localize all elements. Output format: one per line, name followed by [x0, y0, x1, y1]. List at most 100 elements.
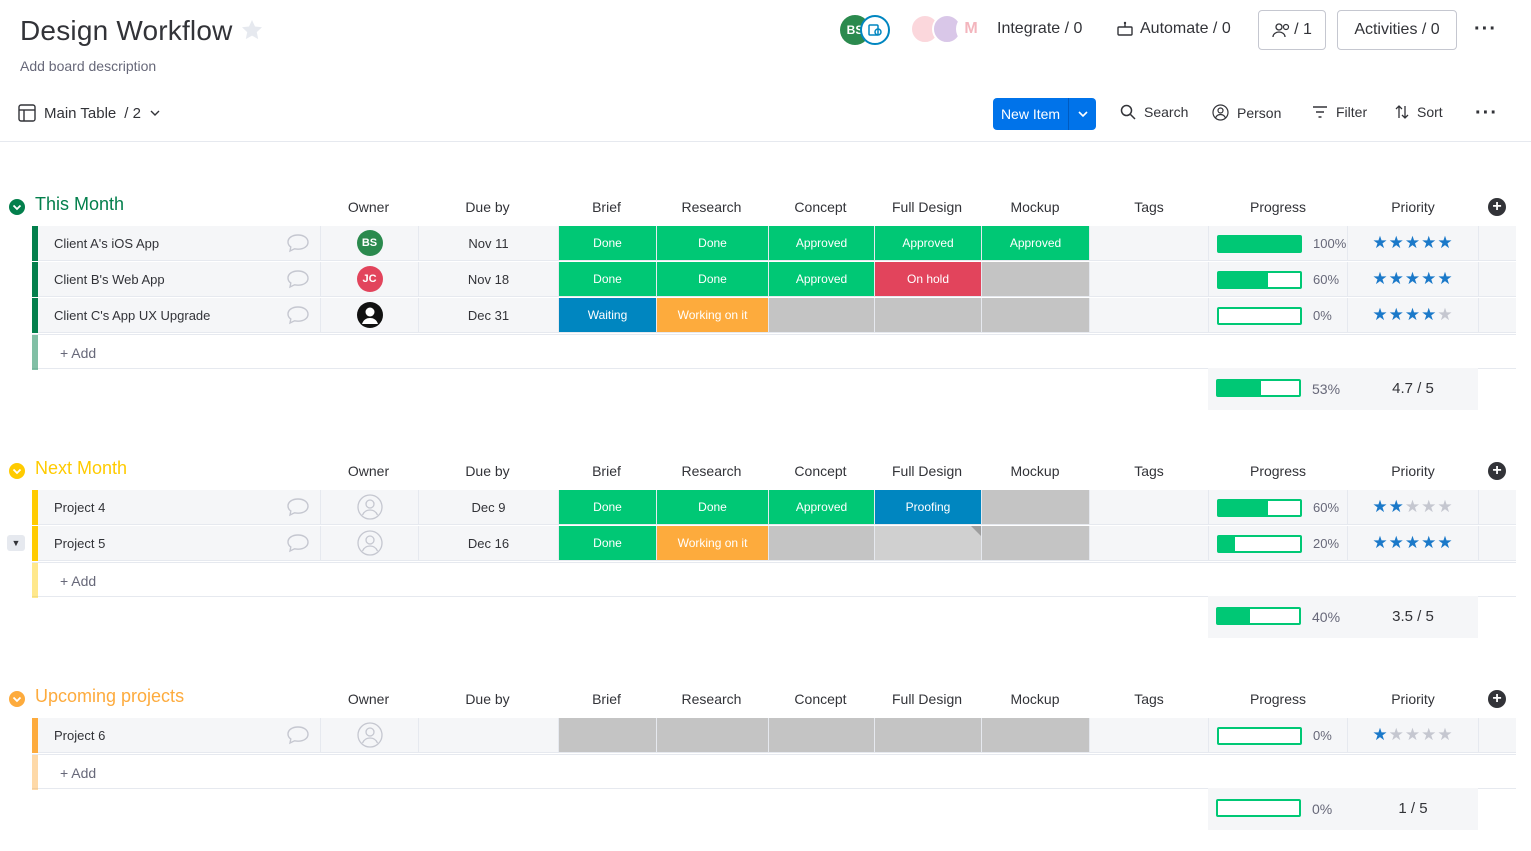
- integrate-button[interactable]: Integrate / 0: [997, 20, 1082, 38]
- priority-cell[interactable]: ★★★★★: [1347, 526, 1478, 561]
- tags-cell[interactable]: [1089, 526, 1208, 561]
- col-priority[interactable]: Priority: [1391, 691, 1435, 707]
- comment-icon[interactable]: [286, 725, 310, 745]
- col-progress[interactable]: Progress: [1249, 463, 1307, 479]
- add-item-row[interactable]: + Add: [32, 334, 1516, 370]
- col-full-design[interactable]: Full Design: [891, 691, 963, 707]
- tags-cell[interactable]: [1089, 226, 1208, 261]
- status-brief[interactable]: Waiting: [558, 298, 656, 333]
- due-cell[interactable]: Dec 9: [418, 490, 558, 525]
- due-cell[interactable]: Nov 18: [418, 262, 558, 297]
- item-name-cell[interactable]: Client A's iOS App: [38, 226, 320, 261]
- status-brief[interactable]: Done: [558, 490, 656, 525]
- status-full-design[interactable]: Proofing: [874, 490, 981, 525]
- owner-cell[interactable]: [320, 298, 418, 333]
- col-tags[interactable]: Tags: [1134, 199, 1164, 215]
- person-filter-button[interactable]: Person: [1212, 104, 1281, 121]
- board-description[interactable]: Add board description: [20, 58, 157, 74]
- col-tags[interactable]: Tags: [1134, 463, 1164, 479]
- col-research[interactable]: Research: [681, 691, 742, 707]
- owner-cell[interactable]: JC: [320, 262, 418, 297]
- comment-icon[interactable]: [286, 233, 310, 253]
- rating-stars[interactable]: ★★★★★: [1372, 233, 1454, 252]
- col-progress[interactable]: Progress: [1249, 691, 1307, 707]
- col-brief[interactable]: Brief: [592, 691, 621, 707]
- col-mockup[interactable]: Mockup: [1010, 691, 1060, 707]
- status-concept[interactable]: Approved: [768, 490, 874, 525]
- group-collapse-icon[interactable]: [9, 199, 25, 215]
- tags-cell[interactable]: [1089, 718, 1208, 753]
- status-brief[interactable]: Done: [558, 262, 656, 297]
- due-cell[interactable]: Dec 16: [418, 526, 558, 561]
- status-brief[interactable]: Done: [558, 226, 656, 261]
- board-title[interactable]: Design Workflow: [20, 15, 233, 46]
- col-research[interactable]: Research: [681, 199, 742, 215]
- filter-button[interactable]: Filter: [1312, 104, 1367, 120]
- group-collapse-icon[interactable]: [9, 691, 25, 707]
- status-brief[interactable]: Done: [558, 526, 656, 561]
- add-item-row[interactable]: + Add: [32, 562, 1516, 598]
- col-owner[interactable]: Owner: [347, 691, 390, 707]
- tags-cell[interactable]: [1089, 262, 1208, 297]
- group-title[interactable]: Upcoming projects: [35, 686, 185, 706]
- due-cell[interactable]: Nov 11: [418, 226, 558, 261]
- status-full-design[interactable]: On hold: [874, 262, 981, 297]
- status-mockup[interactable]: [981, 262, 1089, 297]
- priority-cell[interactable]: ★★★★★: [1347, 226, 1478, 261]
- table-row[interactable]: Client A's iOS App BS Nov 11 Done Done A…: [32, 226, 1516, 261]
- col-priority[interactable]: Priority: [1391, 463, 1435, 479]
- col-brief[interactable]: Brief: [592, 463, 621, 479]
- new-item-button[interactable]: New Item: [993, 98, 1096, 130]
- status-full-design[interactable]: [874, 526, 981, 561]
- due-cell[interactable]: Dec 31: [418, 298, 558, 333]
- col-tags[interactable]: Tags: [1134, 691, 1164, 707]
- view-selector[interactable]: Main Table / 2: [18, 104, 161, 122]
- status-concept[interactable]: Approved: [768, 226, 874, 261]
- status-mockup[interactable]: [981, 718, 1089, 753]
- table-row[interactable]: Project 6 0% ★★★★★: [32, 718, 1516, 753]
- priority-cell[interactable]: ★★★★★: [1347, 298, 1478, 333]
- table-row[interactable]: Client B's Web App JC Nov 18 Done Done A…: [32, 262, 1516, 297]
- integration-icons[interactable]: M: [910, 14, 990, 46]
- rating-stars[interactable]: ★★★★★: [1372, 497, 1454, 516]
- table-row[interactable]: Client C's App UX Upgrade Dec 31 Waiting…: [32, 298, 1516, 333]
- priority-cell[interactable]: ★★★★★: [1347, 490, 1478, 525]
- owner-cell[interactable]: [320, 490, 418, 525]
- status-concept[interactable]: [768, 526, 874, 561]
- col-concept[interactable]: Concept: [794, 691, 847, 707]
- toolbar-more-icon[interactable]: ···: [1475, 102, 1498, 124]
- comment-icon[interactable]: [286, 497, 310, 517]
- status-mockup[interactable]: Approved: [981, 226, 1089, 261]
- priority-cell[interactable]: ★★★★★: [1347, 718, 1478, 753]
- group-title[interactable]: Next Month: [35, 458, 128, 478]
- col-concept[interactable]: Concept: [794, 199, 847, 215]
- col-owner[interactable]: Owner: [347, 199, 390, 215]
- rating-stars[interactable]: ★★★★★: [1372, 269, 1454, 288]
- status-research[interactable]: Working on it: [656, 298, 768, 333]
- status-research[interactable]: Done: [656, 490, 768, 525]
- members-button[interactable]: / 1: [1258, 10, 1326, 50]
- status-concept[interactable]: Approved: [768, 262, 874, 297]
- status-full-design[interactable]: Approved: [874, 226, 981, 261]
- item-name-cell[interactable]: Project 5: [38, 526, 320, 561]
- col-research[interactable]: Research: [681, 463, 742, 479]
- group-title[interactable]: This Month: [35, 194, 125, 214]
- automate-button[interactable]: Automate / 0: [1116, 20, 1231, 38]
- add-column-icon[interactable]: +: [1488, 462, 1506, 480]
- status-research[interactable]: [656, 718, 768, 753]
- status-mockup[interactable]: [981, 490, 1089, 525]
- col-full-design[interactable]: Full Design: [891, 199, 963, 215]
- add-column-icon[interactable]: +: [1488, 690, 1506, 708]
- search-button[interactable]: Search: [1120, 104, 1188, 120]
- board-owner-icon[interactable]: [860, 15, 890, 45]
- col-progress[interactable]: Progress: [1249, 199, 1307, 215]
- priority-cell[interactable]: ★★★★★: [1347, 262, 1478, 297]
- comment-icon[interactable]: [286, 305, 310, 325]
- table-row[interactable]: Project 5 Dec 16 Done Working on it 20% …: [32, 526, 1516, 561]
- col-owner[interactable]: Owner: [347, 463, 390, 479]
- new-item-dropdown[interactable]: [1068, 98, 1096, 130]
- more-options-icon[interactable]: ···: [1474, 18, 1497, 40]
- owner-cell[interactable]: BS: [320, 226, 418, 261]
- col-due[interactable]: Due by: [465, 691, 510, 707]
- owner-cell[interactable]: [320, 718, 418, 753]
